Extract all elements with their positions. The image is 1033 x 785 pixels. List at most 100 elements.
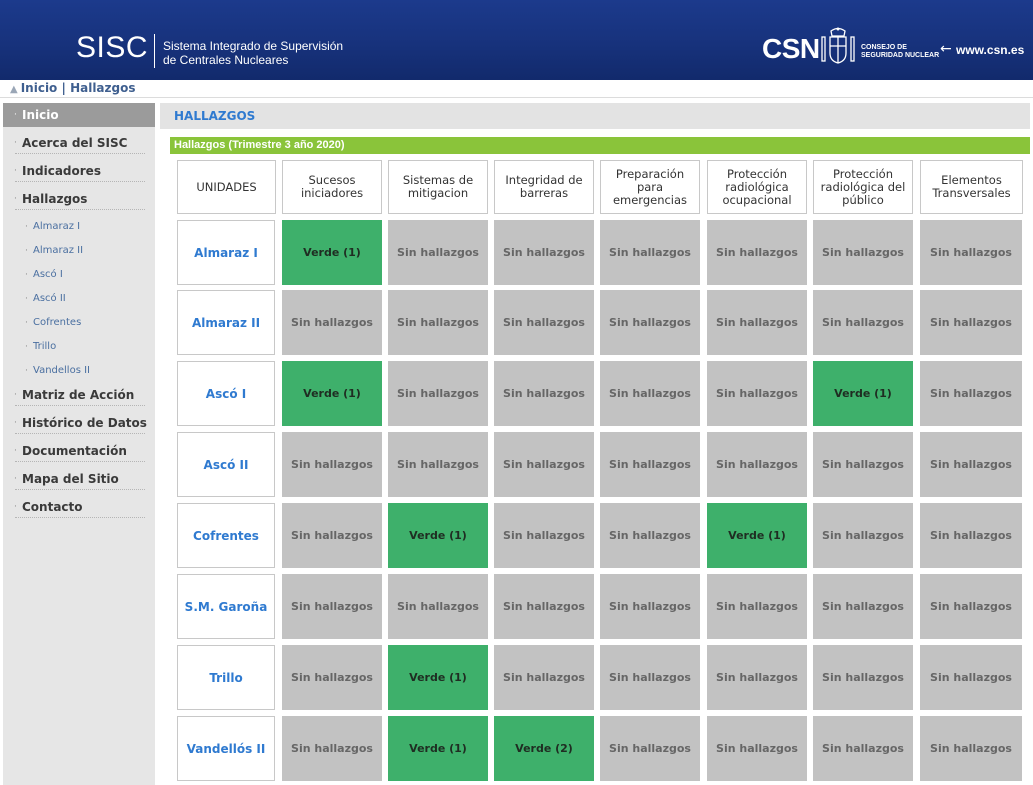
sidebar-item-mapa-del-sitio[interactable]: · Mapa del Sitio xyxy=(3,467,155,491)
sidebar-item-almaraz-ii[interactable]: · Almaraz II xyxy=(3,239,155,263)
sidebar-item-label: Cofrentes xyxy=(33,317,82,328)
sidebar-item-almaraz-i[interactable]: · Almaraz I xyxy=(3,215,155,239)
bullet-icon: · xyxy=(14,418,17,428)
sidebar-item-trillo[interactable]: · Trillo xyxy=(3,335,155,359)
finding-cell-none: Sin hallazgos xyxy=(600,290,700,355)
finding-cell-none: Sin hallazgos xyxy=(707,716,807,781)
sidebar-item-contacto[interactable]: · Contacto xyxy=(3,495,155,519)
bullet-icon: · xyxy=(14,474,17,484)
finding-cell-green[interactable]: Verde (2) xyxy=(494,716,594,781)
sidebar-item-vandellos-ii[interactable]: · Vandellos II xyxy=(3,359,155,383)
coat-of-arms-icon xyxy=(821,27,855,64)
breadcrumb-home[interactable]: Inicio xyxy=(20,81,58,95)
sidebar-item-inicio[interactable]: · Inicio xyxy=(3,103,155,127)
sidebar-item-acerca-del-sisc[interactable]: · Acerca del SISC xyxy=(3,131,155,155)
sidebar-item-label: Matriz de Acción xyxy=(22,388,135,402)
unit-link[interactable]: Cofrentes xyxy=(177,503,275,568)
dotted-divider xyxy=(15,181,145,182)
sidebar-item-label: Trillo xyxy=(33,341,57,352)
dotted-divider xyxy=(15,489,145,490)
unit-link[interactable]: Vandellós II xyxy=(177,716,275,781)
finding-cell-none: Sin hallazgos xyxy=(813,432,913,497)
finding-cell-green[interactable]: Verde (1) xyxy=(282,361,382,426)
finding-cell-none: Sin hallazgos xyxy=(813,503,913,568)
breadcrumb-separator: | xyxy=(61,81,66,95)
column-header: Integridad de barreras xyxy=(494,160,594,214)
finding-cell-none: Sin hallazgos xyxy=(600,220,700,285)
finding-cell-green[interactable]: Verde (1) xyxy=(813,361,913,426)
column-header: Protección radiológica del público xyxy=(813,160,913,214)
site-header: SISC Sistema Integrado de Supervisión de… xyxy=(0,0,1033,80)
finding-cell-none: Sin hallazgos xyxy=(388,432,488,497)
finding-cell-green[interactable]: Verde (1) xyxy=(707,503,807,568)
sidebar-item-label: Hallazgos xyxy=(22,192,88,206)
sidebar-item-indicadores[interactable]: · Indicadores xyxy=(3,159,155,183)
finding-cell-none: Sin hallazgos xyxy=(282,432,382,497)
sidebar-item-label: Indicadores xyxy=(22,164,101,178)
finding-cell-none: Sin hallazgos xyxy=(707,290,807,355)
dotted-divider xyxy=(15,209,145,210)
breadcrumb-divider xyxy=(0,97,1033,98)
finding-cell-none: Sin hallazgos xyxy=(282,503,382,568)
bullet-icon: · xyxy=(14,110,17,120)
sidebar-item-label: Histórico de Datos xyxy=(22,416,147,430)
dotted-divider xyxy=(15,517,145,518)
finding-cell-green[interactable]: Verde (1) xyxy=(388,716,488,781)
finding-cell-none: Sin hallazgos xyxy=(282,716,382,781)
unit-link[interactable]: S.M. Garoña xyxy=(177,574,275,639)
finding-cell-none: Sin hallazgos xyxy=(494,361,594,426)
bullet-icon: · xyxy=(14,502,17,512)
sidebar-item-label: Almaraz II xyxy=(33,245,84,256)
unit-link[interactable]: Almaraz I xyxy=(177,220,275,285)
bullet-icon: · xyxy=(14,390,17,400)
dotted-divider xyxy=(15,433,145,434)
column-header: Protección radiológica ocupacional xyxy=(707,160,807,214)
sidebar-item-matriz-de-acción[interactable]: · Matriz de Acción xyxy=(3,383,155,407)
finding-cell-none: Sin hallazgos xyxy=(494,220,594,285)
dotted-divider xyxy=(15,153,145,154)
bullet-icon: · xyxy=(14,194,17,204)
finding-cell-none: Sin hallazgos xyxy=(494,290,594,355)
sidebar-nav: · Inicio · Acerca del SISC · Indicadores · Hall… xyxy=(3,103,155,785)
arrow-left-icon: ← xyxy=(940,41,952,57)
column-header: Elementos Transversales xyxy=(920,160,1023,214)
logo-divider xyxy=(154,34,155,68)
column-header: Sistemas de mitigacion xyxy=(388,160,488,214)
sisc-logo[interactable]: SISC xyxy=(76,31,149,64)
breadcrumb-current[interactable]: Hallazgos xyxy=(70,81,136,95)
sidebar-item-label: Inicio xyxy=(22,108,59,122)
finding-cell-green[interactable]: Verde (1) xyxy=(282,220,382,285)
page-heading-bar: HALLAZGOS xyxy=(160,103,1030,129)
bullet-icon: · xyxy=(25,270,28,280)
breadcrumb: ▲ Inicio | Hallazgos xyxy=(10,81,136,97)
finding-cell-none: Sin hallazgos xyxy=(920,503,1022,568)
finding-cell-green[interactable]: Verde (1) xyxy=(388,645,488,710)
unit-link[interactable]: Ascó II xyxy=(177,432,275,497)
sidebar-item-histórico-de-datos[interactable]: · Histórico de Datos xyxy=(3,411,155,435)
bullet-icon: · xyxy=(14,138,17,148)
unit-link[interactable]: Ascó I xyxy=(177,361,275,426)
sidebar-item-documentación[interactable]: · Documentación xyxy=(3,439,155,463)
sidebar-item-label: Almaraz I xyxy=(33,221,81,232)
csn-url-link[interactable]: www.csn.es xyxy=(956,43,1025,57)
csn-logo: CSN xyxy=(762,33,820,64)
sidebar-item-cofrentes[interactable]: · Cofrentes xyxy=(3,311,155,335)
unit-link[interactable]: Trillo xyxy=(177,645,275,710)
unit-link[interactable]: Almaraz II xyxy=(177,290,275,355)
period-bar: Hallazgos (Trimestre 3 año 2020) xyxy=(170,137,1030,154)
site-subtitle-line1: Sistema Integrado de Supervisión xyxy=(163,39,344,53)
site-subtitle: Sistema Integrado de Supervisión de Cent… xyxy=(163,39,383,67)
finding-cell-none: Sin hallazgos xyxy=(707,361,807,426)
sidebar-item-ascó-i[interactable]: · Ascó I xyxy=(3,263,155,287)
finding-cell-none: Sin hallazgos xyxy=(813,290,913,355)
finding-cell-none: Sin hallazgos xyxy=(813,574,913,639)
sidebar-item-hallazgos[interactable]: · Hallazgos xyxy=(3,187,155,211)
finding-cell-green[interactable]: Verde (1) xyxy=(388,503,488,568)
bullet-icon: · xyxy=(25,318,28,328)
finding-cell-none: Sin hallazgos xyxy=(282,574,382,639)
finding-cell-none: Sin hallazgos xyxy=(600,574,700,639)
csn-council-line1: CONSEJO DE xyxy=(861,44,907,51)
sidebar-item-ascó-ii[interactable]: · Ascó II xyxy=(3,287,155,311)
sidebar-item-label: Documentación xyxy=(22,444,127,458)
finding-cell-none: Sin hallazgos xyxy=(600,645,700,710)
